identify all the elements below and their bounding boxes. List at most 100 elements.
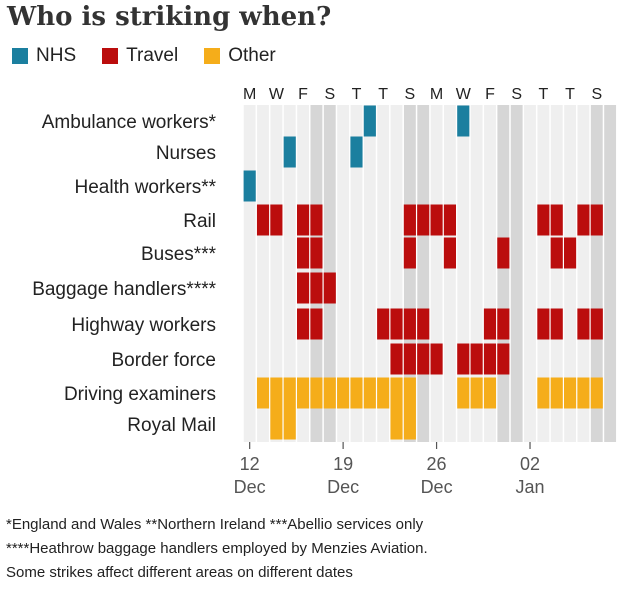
day-column <box>443 105 457 442</box>
strike-cell <box>403 204 416 236</box>
strike-cell <box>457 105 470 137</box>
row-label: Royal Mail <box>127 415 216 436</box>
day-column <box>416 105 430 442</box>
strike-cell <box>283 136 296 168</box>
day-of-week-label: W <box>269 86 285 103</box>
legend-swatch-nhs <box>12 48 28 64</box>
strike-cell <box>297 272 310 304</box>
strike-cell <box>403 308 416 340</box>
day-column <box>550 105 564 442</box>
strike-calendar-chart: Ambulance workers* Nurses Health workers**… <box>32 86 618 497</box>
strike-cell <box>310 377 323 409</box>
day-column <box>536 105 551 442</box>
legend: NHS Travel Other <box>12 45 302 67</box>
strike-cell <box>537 204 550 236</box>
x-tick-month-label: Dec <box>327 477 359 497</box>
strike-cell <box>310 272 323 304</box>
strike-cell <box>430 204 443 236</box>
row-label: Highway workers <box>71 315 216 336</box>
legend-swatch-travel <box>102 48 119 64</box>
strike-cell <box>403 377 416 409</box>
day-of-week-label: S <box>324 86 335 103</box>
strike-cell <box>297 204 310 236</box>
strike-cell <box>283 408 296 440</box>
strike-cell <box>337 377 350 409</box>
day-of-week-label: S <box>591 86 602 103</box>
day-column <box>603 105 617 442</box>
strike-cell <box>417 343 430 375</box>
legend-item-travel: Travel <box>102 45 178 67</box>
row-label: Ambulance workers* <box>42 112 217 133</box>
row-label: Rail <box>183 211 216 232</box>
day-column <box>269 105 284 442</box>
legend-label-nhs: NHS <box>36 45 77 66</box>
strike-cell <box>243 170 256 202</box>
day-of-week-label: M <box>430 86 443 103</box>
strike-cell <box>310 237 323 269</box>
day-column <box>256 105 270 442</box>
strike-cell <box>550 308 563 340</box>
strike-cell <box>590 377 603 409</box>
strike-cell <box>550 237 563 269</box>
day-column <box>510 105 524 442</box>
strike-cell <box>483 343 497 375</box>
strike-cell <box>403 408 416 440</box>
strike-cell <box>350 377 363 409</box>
x-tick-day-label: 19 <box>333 454 353 474</box>
day-column <box>363 105 377 442</box>
strike-cell <box>256 377 270 409</box>
strike-cell <box>577 308 590 340</box>
day-column <box>243 105 257 442</box>
strike-cell <box>457 377 470 409</box>
strike-cell <box>377 308 390 340</box>
strike-cell <box>390 377 403 409</box>
strike-cell <box>470 343 483 375</box>
strike-cell <box>443 204 456 236</box>
day-column <box>576 105 591 442</box>
day-column <box>376 105 390 442</box>
strike-cell <box>497 343 510 375</box>
day-column <box>563 105 577 442</box>
day-column <box>283 105 297 442</box>
day-of-week-label: F <box>485 86 495 103</box>
x-tick-day-label: 12 <box>240 454 260 474</box>
footnote-line-3: Some strikes affect different areas on d… <box>6 564 353 581</box>
row-label: Health workers** <box>75 177 217 198</box>
strike-cell <box>283 377 296 409</box>
strike-cell <box>270 408 283 440</box>
strike-cell <box>390 308 403 340</box>
day-column <box>349 105 364 442</box>
legend-item-nhs: NHS <box>12 45 76 67</box>
strike-cell <box>577 377 590 409</box>
strike-cell <box>310 204 323 236</box>
strike-cell <box>457 343 470 375</box>
strike-cell <box>564 377 577 409</box>
row-label: Baggage handlers**** <box>32 279 216 300</box>
day-of-week-label: T <box>565 86 575 103</box>
strike-cell <box>430 343 443 375</box>
legend-item-other: Other <box>204 45 276 67</box>
legend-label-other: Other <box>228 45 276 66</box>
strike-cell <box>550 377 563 409</box>
strike-cell <box>537 377 550 409</box>
x-tick-month-label: Dec <box>421 477 453 497</box>
row-label: Nurses <box>156 143 216 164</box>
strike-cell <box>350 136 363 168</box>
row-label: Buses*** <box>141 244 217 265</box>
x-tick-month-label: Dec <box>234 477 266 497</box>
day-of-week-label: S <box>511 86 522 103</box>
day-of-week-label: W <box>456 86 472 103</box>
day-column <box>523 105 537 442</box>
strike-cell <box>497 237 510 269</box>
strike-cell <box>310 308 323 340</box>
strike-cell <box>443 237 456 269</box>
strike-cell <box>417 204 430 236</box>
legend-swatch-other <box>204 48 221 64</box>
day-of-week-label: M <box>243 86 256 103</box>
strike-cell <box>590 308 603 340</box>
day-of-week-label: T <box>538 86 548 103</box>
day-of-week-label: S <box>405 86 416 103</box>
day-column <box>496 105 510 442</box>
day-of-week-label: T <box>352 86 362 103</box>
strike-cell <box>270 204 283 236</box>
